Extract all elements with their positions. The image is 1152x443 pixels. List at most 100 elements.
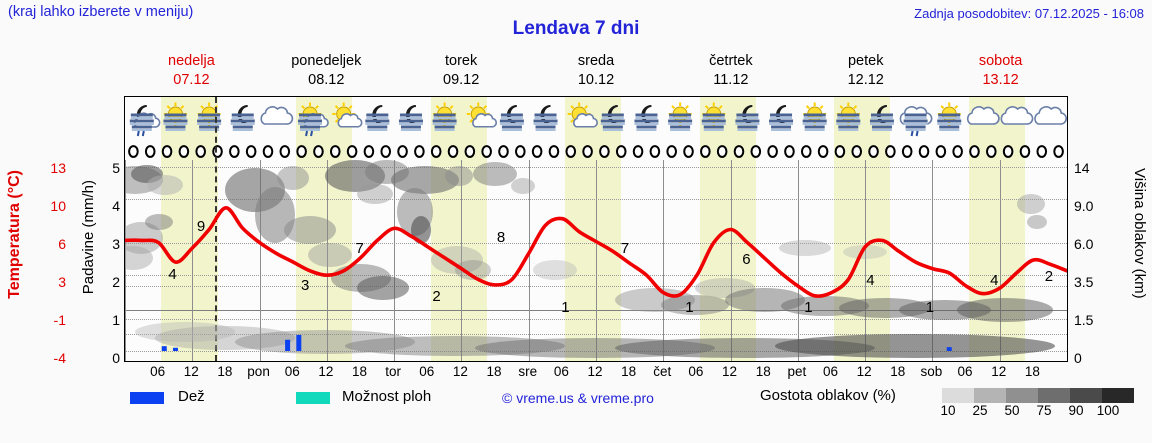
cloud-density-layer — [125, 160, 1055, 358]
last-updated: Zadnja posodobitev: 07.12.2025 - 16:08 — [914, 6, 1144, 21]
weather-chart[interactable]: 4 9 3 7 2 8 1 7 1 6 1 4 1 4 2 — [124, 96, 1068, 362]
day-header-petek: petek 12.12 — [798, 52, 933, 94]
temperature-point-labels: 4 9 3 7 2 8 1 7 1 6 1 4 1 4 2 — [125, 160, 1067, 361]
x-tick-label: 06 — [419, 364, 435, 379]
x-tick-label: 18 — [755, 364, 771, 379]
daylight-band — [430, 97, 487, 361]
precipitation-tick: 0 — [112, 350, 120, 366]
x-tick-label: 12 — [318, 364, 334, 379]
cloudheight-tick: 14 — [1074, 160, 1090, 176]
cloudheight-tick: 1.5 — [1074, 312, 1094, 328]
cloudheight-axis-title: Višina oblakov (km) — [1131, 168, 1148, 299]
day-date: 12.12 — [847, 72, 884, 88]
copyright-link[interactable]: © vreme.us & vreme.pro — [502, 390, 654, 406]
x-tick-label: pon — [247, 364, 270, 379]
precipitation-axis-title: Padavine (mm/h) — [80, 180, 97, 295]
x-tick-label: 18 — [486, 364, 502, 379]
x-tick-label: sre — [518, 364, 538, 379]
temperature-label: 8 — [496, 228, 506, 246]
temperature-axis-title: Temperatura (°C) — [6, 170, 23, 299]
x-tick-label: 12 — [856, 364, 872, 379]
day-name: nedelja — [168, 53, 215, 69]
cloudheight-axis-ticks: 14 9.0 6.0 3.5 1.5 0 — [1074, 160, 1108, 366]
vertical-gridline — [797, 160, 799, 361]
cloud-density-step — [1102, 388, 1134, 403]
location-hint[interactable]: (kraj lahko izberete v meniju) — [8, 4, 194, 20]
x-tick-label: 18 — [351, 364, 368, 379]
cloud-density-step — [942, 388, 974, 403]
day-name: sreda — [577, 53, 615, 69]
day-name: torek — [445, 53, 478, 69]
day-header-torek: torek 09.12 — [394, 52, 529, 94]
cloud-density-value: 100 — [1096, 403, 1120, 418]
day-date: 07.12 — [173, 72, 210, 88]
day-date: 11.12 — [713, 72, 749, 88]
x-tick-label: 12 — [722, 364, 738, 379]
precipitation-axis-ticks: 5 4 3 2 1 0 — [104, 160, 120, 366]
temperature-label: 4 — [168, 266, 177, 284]
showers-swatch — [296, 392, 330, 404]
cloud-density-value: 10 — [940, 403, 956, 418]
cloudheight-tick: 3.5 — [1074, 274, 1094, 290]
day-date: 10.12 — [577, 72, 615, 88]
cloud-density-value: 50 — [1004, 403, 1020, 418]
cloud-density-step — [974, 388, 1006, 403]
vertical-gridline — [865, 160, 867, 361]
x-tick-label: 06 — [284, 364, 300, 379]
x-tick-label: 18 — [890, 364, 906, 379]
x-tick-label: 06 — [150, 364, 166, 379]
x-tick-label: 06 — [688, 364, 704, 379]
x-tick-label: pet — [787, 364, 807, 379]
precipitation-tick: 1 — [112, 312, 120, 328]
x-tick-label: tor — [385, 364, 402, 379]
day-date: 09.12 — [443, 72, 480, 88]
cloud-density-step — [1006, 388, 1038, 403]
x-tick-label: 12 — [183, 364, 199, 379]
cloudheight-tick: 0 — [1074, 350, 1082, 366]
temperature-label: 1 — [925, 298, 935, 316]
vertical-gridline — [663, 160, 665, 361]
temperature-label: 7 — [620, 239, 630, 257]
cloud-density-value: 25 — [972, 403, 988, 418]
vertical-gridline — [461, 160, 463, 361]
x-tick-label: sob — [920, 364, 943, 379]
cloud-density-label: Gostota oblakov (%) — [760, 387, 896, 404]
day-name: petek — [847, 53, 884, 69]
day-name: ponedeljek — [291, 53, 362, 69]
temperature-label: 4 — [866, 272, 875, 290]
x-tick-label: 12 — [991, 364, 1007, 379]
x-tick-label: 18 — [1024, 364, 1040, 379]
rain-label: Dež — [178, 388, 205, 405]
chart-legend: Dež Možnost ploh © vreme.us & vreme.pro … — [124, 387, 1134, 418]
temperature-tick: -1 — [53, 312, 66, 328]
temperature-label: 6 — [742, 250, 751, 268]
temperature-label: 2 — [1044, 268, 1054, 286]
temperature-tick: 3 — [58, 274, 66, 290]
day-name: sobota — [978, 53, 1023, 69]
cloud-density-value: 90 — [1068, 403, 1084, 418]
day-date: 13.12 — [982, 72, 1019, 88]
cloud-density-ramp — [942, 388, 1134, 403]
temperature-label: 2 — [432, 288, 441, 306]
temperature-curve — [125, 206, 1067, 298]
temperature-label: 9 — [196, 217, 206, 235]
vertical-gridline — [259, 160, 261, 361]
day-header-sobota: sobota 13.12 — [933, 52, 1068, 94]
cloudheight-tick: 6.0 — [1074, 236, 1094, 252]
temperature-tick: 13 — [50, 160, 66, 176]
precipitation-tick: 4 — [112, 198, 120, 214]
day-date: 08.12 — [308, 72, 345, 88]
temperature-tick: 10 — [50, 198, 66, 214]
weather-icon-strip — [125, 97, 1067, 143]
day-name: četrtek — [709, 53, 753, 69]
cloud-density-step — [1070, 388, 1102, 403]
precipitation-tick: 2 — [112, 274, 120, 290]
weather-icons — [129, 102, 1067, 137]
temperature-label: 3 — [301, 277, 310, 295]
temperature-label: 4 — [990, 272, 999, 290]
temperature-axis-ticks: 13 10 6 3 -1 -4 — [36, 160, 66, 366]
temperature-label: 1 — [561, 298, 570, 316]
x-axis-ticks: 06 12 18 pon 06 12 18 tor 06 12 18 sre 06 12 18 čet 06 12… — [124, 364, 1068, 382]
day-header-sreda: sreda 10.12 — [529, 52, 664, 94]
rain-swatch — [130, 392, 164, 404]
